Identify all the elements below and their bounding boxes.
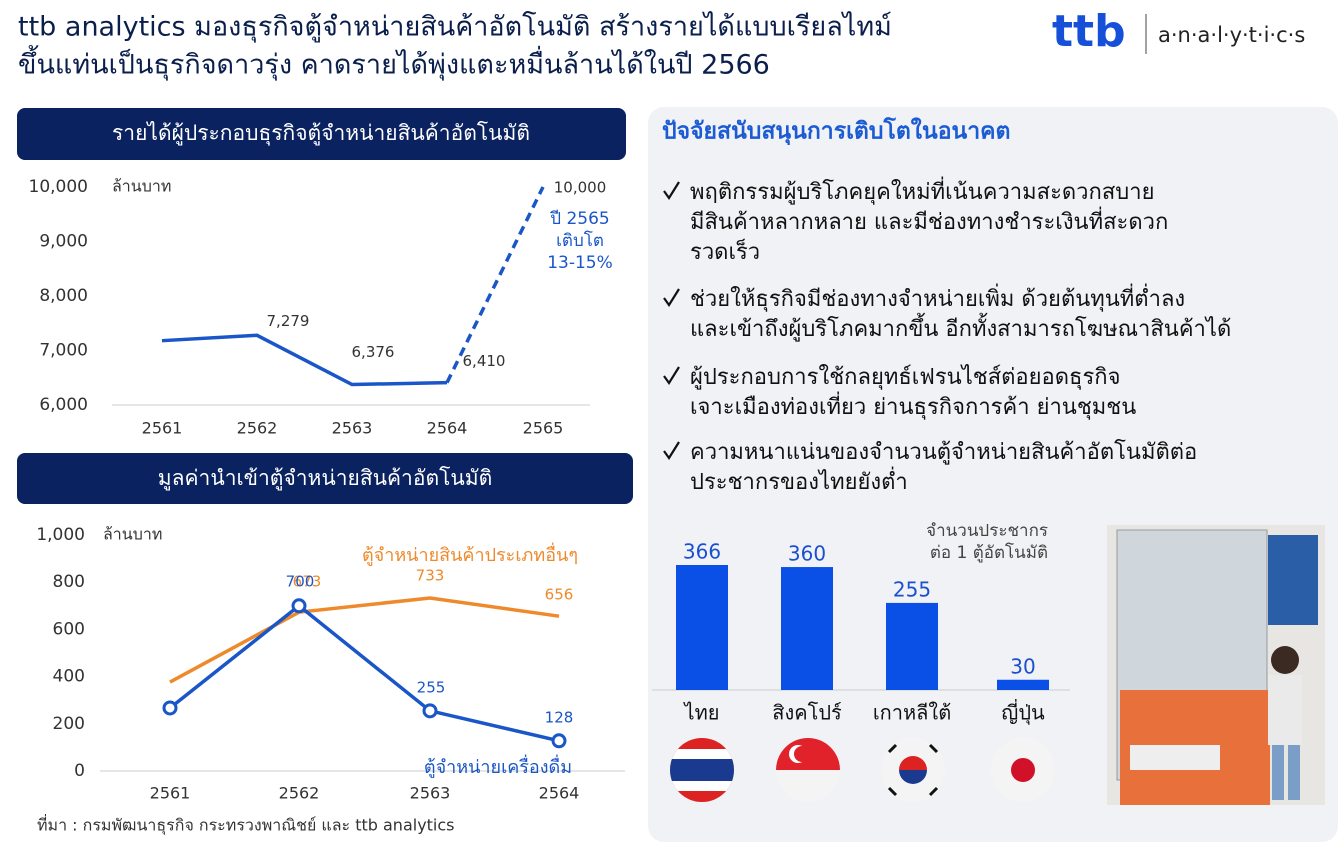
check-icon	[663, 181, 680, 200]
series-label: ตู้จำหน่ายเครื่องดื่ม	[424, 754, 572, 778]
series-line	[169, 596, 560, 684]
chart-title: รายได้ผู้ประกอบธุรกิจตู้จำหน่ายสินค้าอัต…	[112, 121, 530, 146]
value-label: 733	[416, 567, 445, 585]
factor-text: เจาะเมืองท่องเที่ยว ย่านธุรกิจการค้า ย่า…	[690, 391, 1136, 420]
point-marker	[551, 733, 567, 749]
value-label: 10,000	[554, 179, 607, 197]
factor-text: ความหนาแน่นของจำนวนตู้จำหน่ายสินค้าอัตโน…	[690, 439, 1197, 465]
logo-brand: ttb	[1052, 6, 1126, 57]
factor-text: รวดเร็ว	[690, 237, 760, 265]
y-tick-label: 7,000	[39, 341, 88, 361]
value-label: 656	[545, 586, 574, 604]
chart-title: จำนวนประชากร	[926, 521, 1048, 541]
value-label: 255	[893, 577, 931, 601]
charts: 6,000 7,000 8,000 9,000 10,000 ล้านบาท 2561 256…	[29, 177, 1070, 803]
flag-korea	[881, 738, 945, 802]
x-tick-label: 2562	[279, 784, 320, 803]
flag-thailand	[670, 738, 734, 802]
x-tick-label: สิงคโปร์	[772, 701, 842, 725]
y-tick-label: 10,000	[29, 177, 88, 197]
x-tick-label: เกาหลีใต้	[873, 701, 951, 725]
value-label: 128	[545, 708, 574, 726]
factor-text: ช่วยให้ธุรกิจมีช่องทางจำหน่ายเพิ่ม ด้วยต…	[690, 283, 1185, 312]
annotation: เติบโต	[556, 230, 604, 251]
bar	[781, 567, 833, 690]
factor-list: พฤติกรรมผู้บริโภคยุคใหม่ที่เน้นความสะดวก…	[663, 176, 1231, 495]
series-line	[161, 333, 448, 387]
y-tick-label: 6,000	[39, 395, 88, 415]
point-marker	[422, 703, 438, 719]
flag-japan	[991, 738, 1055, 802]
x-tick-label: ญี่ปุ่น	[1001, 699, 1045, 726]
y-tick-label: 800	[53, 572, 85, 592]
bar	[886, 602, 938, 690]
x-tick-label: 2563	[332, 419, 373, 438]
logo-name: a·n·a·l·y·t·i·c·s	[1158, 23, 1305, 47]
annotation: 13-15%	[547, 253, 613, 273]
value-label: 366	[683, 540, 721, 564]
source: ที่มา : กรมพัฒนาธุรกิจ กระทรวงพาณิชย์ แล…	[37, 814, 455, 836]
chart-title: มูลค่านำเข้าตู้จำหน่ายสินค้าอัตโนมัติ	[158, 466, 492, 491]
bar	[676, 565, 728, 690]
series-label: ตู้จำหน่ายสินค้าประเภทอื่นๆ	[362, 542, 578, 566]
check-icon	[663, 288, 680, 307]
chart-banner	[17, 453, 633, 504]
factor-title: ปัจจัยสนับสนุนการเติบโตในอนาคต	[662, 117, 1010, 146]
chart-title: ต่อ 1 ตู้อัตโนมัติ	[930, 542, 1048, 563]
y-tick-label: 8,000	[39, 286, 88, 306]
x-tick-label: ไทย	[683, 701, 720, 725]
unit-label: ล้านบาท	[103, 525, 162, 544]
factor-text: ผู้ประกอบการใช้กลยุทธ์เฟรนไชส์ต่อยอดธุรก…	[690, 364, 1121, 390]
x-tick-label: 2563	[410, 784, 451, 803]
x-tick-label: 2561	[142, 419, 183, 438]
factor-text: และเข้าถึงผู้บริโภคมากขึ้น อีกทั้งสามารถ…	[690, 313, 1231, 342]
check-icon	[663, 441, 680, 460]
factor-text: มีสินค้าหลากหลาย และมีช่องทางชำระเงินที่…	[690, 206, 1168, 235]
photo-vending-machine	[1107, 525, 1325, 805]
y-tick-label: 1,000	[36, 525, 85, 545]
chart-banner	[17, 108, 626, 160]
value-label: 255	[417, 678, 446, 696]
x-tick-label: 2565	[523, 419, 564, 438]
bar	[997, 679, 1049, 690]
series-line	[445, 186, 545, 384]
series-line	[168, 603, 560, 743]
x-tick-label: 2561	[150, 784, 191, 803]
point-marker	[162, 700, 178, 716]
title-line: ttb analytics มองธุรกิจตู้จำหน่ายสินค้าอ…	[18, 11, 892, 44]
factor-text: ประชากรของไทยยังต่ำ	[690, 466, 908, 495]
value-label: 7,279	[267, 312, 310, 330]
value-label: 360	[788, 542, 826, 566]
unit-label: ล้านบาท	[112, 177, 171, 196]
y-tick-label: 600	[53, 619, 85, 639]
x-tick-label: 2564	[427, 419, 468, 438]
annotation: ปี 2565	[549, 209, 609, 229]
y-tick-label: 200	[53, 714, 85, 734]
value-label: 6,376	[352, 343, 395, 361]
check-icon	[663, 366, 680, 385]
x-tick-label: 2564	[539, 784, 580, 803]
value-label: 700	[286, 572, 315, 590]
value-label: 673	[293, 573, 322, 591]
value-label: 30	[1010, 654, 1035, 678]
value-label: 6,410	[463, 352, 506, 370]
y-tick-label: 9,000	[39, 232, 88, 252]
factor-text: พฤติกรรมผู้บริโภคยุคใหม่ที่เน้นความสะดวก…	[690, 176, 1155, 205]
title-line: ขึ้นแท่นเป็นธุรกิจดาวรุ่ง คาดรายได้พุ่งแ…	[18, 45, 770, 82]
x-tick-label: 2562	[237, 419, 278, 438]
y-tick-label: 0	[74, 761, 85, 781]
point-marker	[291, 598, 307, 614]
flag-singapore	[776, 738, 840, 802]
y-tick-label: 400	[53, 667, 85, 687]
